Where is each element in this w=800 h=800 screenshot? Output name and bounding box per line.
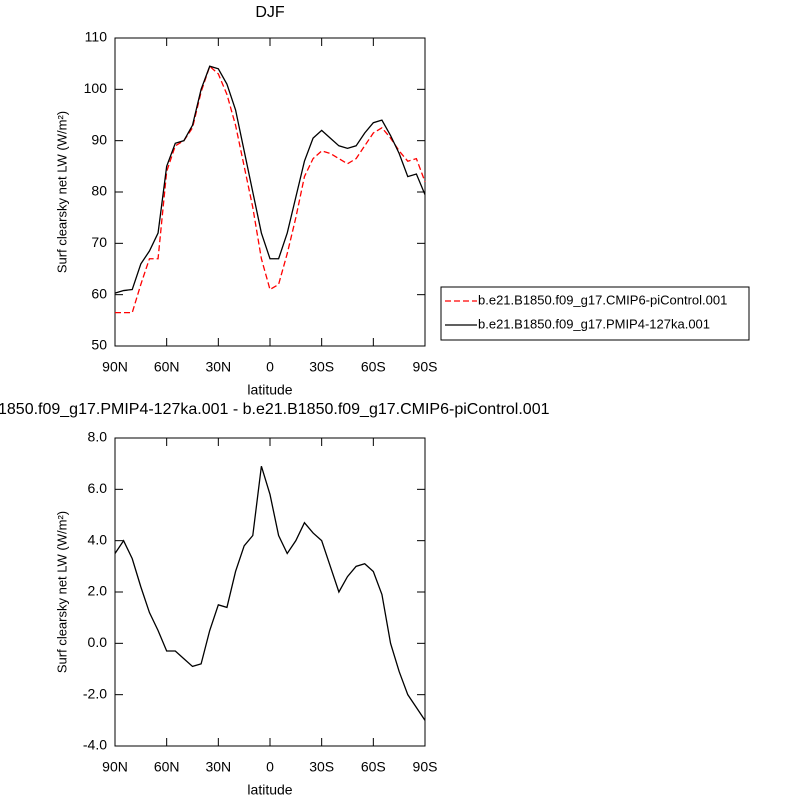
- y-axis-label: Surf clearsky net LW (W/m²): [54, 111, 69, 273]
- x-axis-label: latitude: [247, 382, 292, 398]
- x-tick-label: 0: [266, 759, 274, 775]
- y-axis-label: Surf clearsky net LW (W/m²): [54, 511, 69, 673]
- x-tick-label: 30S: [309, 359, 334, 375]
- y-tick-label: 70: [91, 234, 107, 250]
- x-tick-label: 60S: [361, 759, 386, 775]
- y-tick-label: 8.0: [88, 429, 108, 445]
- y-tick-label: -2.0: [83, 685, 107, 701]
- x-tick-label: 90N: [102, 759, 128, 775]
- y-tick-label: 90: [91, 131, 107, 147]
- y-tick-label: 4.0: [88, 531, 108, 547]
- x-tick-label: 60N: [154, 359, 180, 375]
- legend-box: [440, 286, 750, 341]
- y-tick-label: 0.0: [88, 634, 108, 650]
- x-tick-label: 30N: [205, 759, 231, 775]
- plot-frame: [114, 437, 426, 747]
- y-tick-label: 100: [84, 80, 108, 96]
- x-tick-label: 60S: [361, 359, 386, 375]
- x-axis-label: latitude: [247, 782, 292, 798]
- y-tick-label: 110: [85, 29, 108, 45]
- y-tick-label: 6.0: [88, 480, 108, 496]
- x-tick-label: 0: [266, 359, 274, 375]
- data-line: [115, 65, 426, 314]
- x-tick-label: 60N: [154, 759, 180, 775]
- data-line: [114, 65, 426, 294]
- legend-label: b.e21.B1850.f09_g17.PMIP4-127ka.001: [478, 316, 710, 331]
- data-line: [114, 466, 426, 721]
- y-tick-label: 50: [91, 337, 107, 353]
- chart-title: 1850.f09_g17.PMIP4-127ka.001 - b.e21.B18…: [0, 401, 550, 418]
- x-tick-label: 30N: [205, 359, 231, 375]
- y-tick-label: -4.0: [83, 737, 107, 753]
- x-tick-label: 90S: [413, 759, 438, 775]
- x-tick-label: 90S: [413, 359, 438, 375]
- y-tick-label: 60: [91, 285, 107, 301]
- legend-label: b.e21.B1850.f09_g17.CMIP6-piControl.001: [478, 292, 727, 307]
- y-tick-label: 80: [91, 183, 107, 199]
- y-tick-label: 2.0: [88, 583, 108, 599]
- x-tick-label: 30S: [309, 759, 334, 775]
- chart-title: DJF: [255, 4, 285, 21]
- x-tick-label: 90N: [102, 359, 128, 375]
- plot-frame: [114, 37, 426, 347]
